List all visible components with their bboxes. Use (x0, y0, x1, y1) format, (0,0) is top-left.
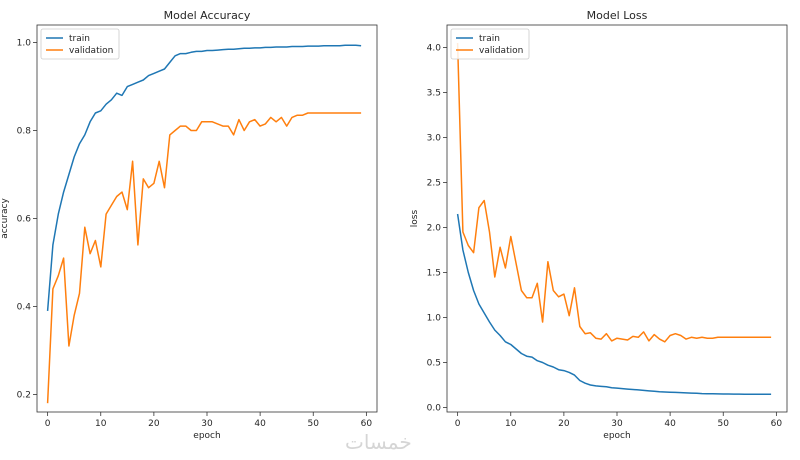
chart-title: Model Accuracy (164, 9, 251, 22)
y-tick-label: 3.5 (427, 89, 441, 99)
y-tick-label: 1.0 (17, 39, 32, 49)
y-tick-label: 0.4 (17, 302, 32, 312)
legend: train validation (40, 28, 120, 60)
x-tick-label: 0 (45, 419, 51, 429)
legend: train validation (450, 28, 530, 60)
x-tick-label: 30 (611, 419, 623, 429)
series-line-validation (456, 42, 772, 343)
series-line-validation (46, 112, 362, 404)
chart-panel-2: Model Loss 0 10 20 30 40 50 60 0.0 0.5 1.0 1.5 2.0 2.… (410, 9, 788, 441)
legend-label-train: train (69, 34, 90, 44)
y-tick-label: 0.5 (427, 359, 441, 369)
legend-label-validation: validation (69, 46, 113, 56)
x-tick-label: 20 (558, 419, 570, 429)
y-tick-label: 2.5 (427, 179, 441, 189)
y-tick-label: 0.6 (17, 215, 32, 225)
x-tick-label: 20 (148, 419, 160, 429)
x-tick-label: 60 (361, 419, 373, 429)
chart-title: Model Loss (587, 9, 648, 22)
y-tick-label: 2.0 (427, 224, 442, 234)
legend-box (450, 28, 530, 60)
x-tick-label: 50 (718, 419, 730, 429)
x-axis-label: epoch (193, 431, 220, 441)
x-tick-label: 60 (771, 419, 783, 429)
legend-box (40, 28, 120, 60)
x-tick-label: 0 (455, 419, 461, 429)
x-tick-label: 40 (254, 419, 266, 429)
y-tick-label: 1.5 (427, 269, 441, 279)
y-tick-label: 0.2 (17, 390, 31, 400)
series-line-train (456, 213, 772, 396)
legend-label-train: train (479, 34, 500, 44)
y-tick-label: 0.8 (17, 127, 32, 137)
watermark-logo: خمسات (345, 430, 412, 454)
x-tick-label: 50 (308, 419, 320, 429)
plot-frame (36, 24, 378, 413)
x-tick-label: 10 (95, 419, 107, 429)
chart-panel-1: Model Accuracy 0 10 20 30 40 50 60 0.2 0.4 0.6 0.8 1… (0, 9, 378, 441)
y-tick-label: 3.0 (427, 134, 442, 144)
x-axis-label: epoch (603, 431, 630, 441)
x-tick-label: 30 (201, 419, 213, 429)
x-tick-label: 10 (505, 419, 517, 429)
legend-label-validation: validation (479, 46, 523, 56)
y-axis-label: accuracy (0, 198, 10, 239)
plot-frame (446, 24, 788, 413)
y-tick-label: 4.0 (427, 44, 442, 54)
x-tick-label: 40 (664, 419, 676, 429)
y-tick-label: 1.0 (427, 314, 442, 324)
y-tick-label: 0.0 (427, 404, 442, 414)
series-line-train (46, 44, 362, 311)
y-axis-label: loss (410, 209, 420, 227)
